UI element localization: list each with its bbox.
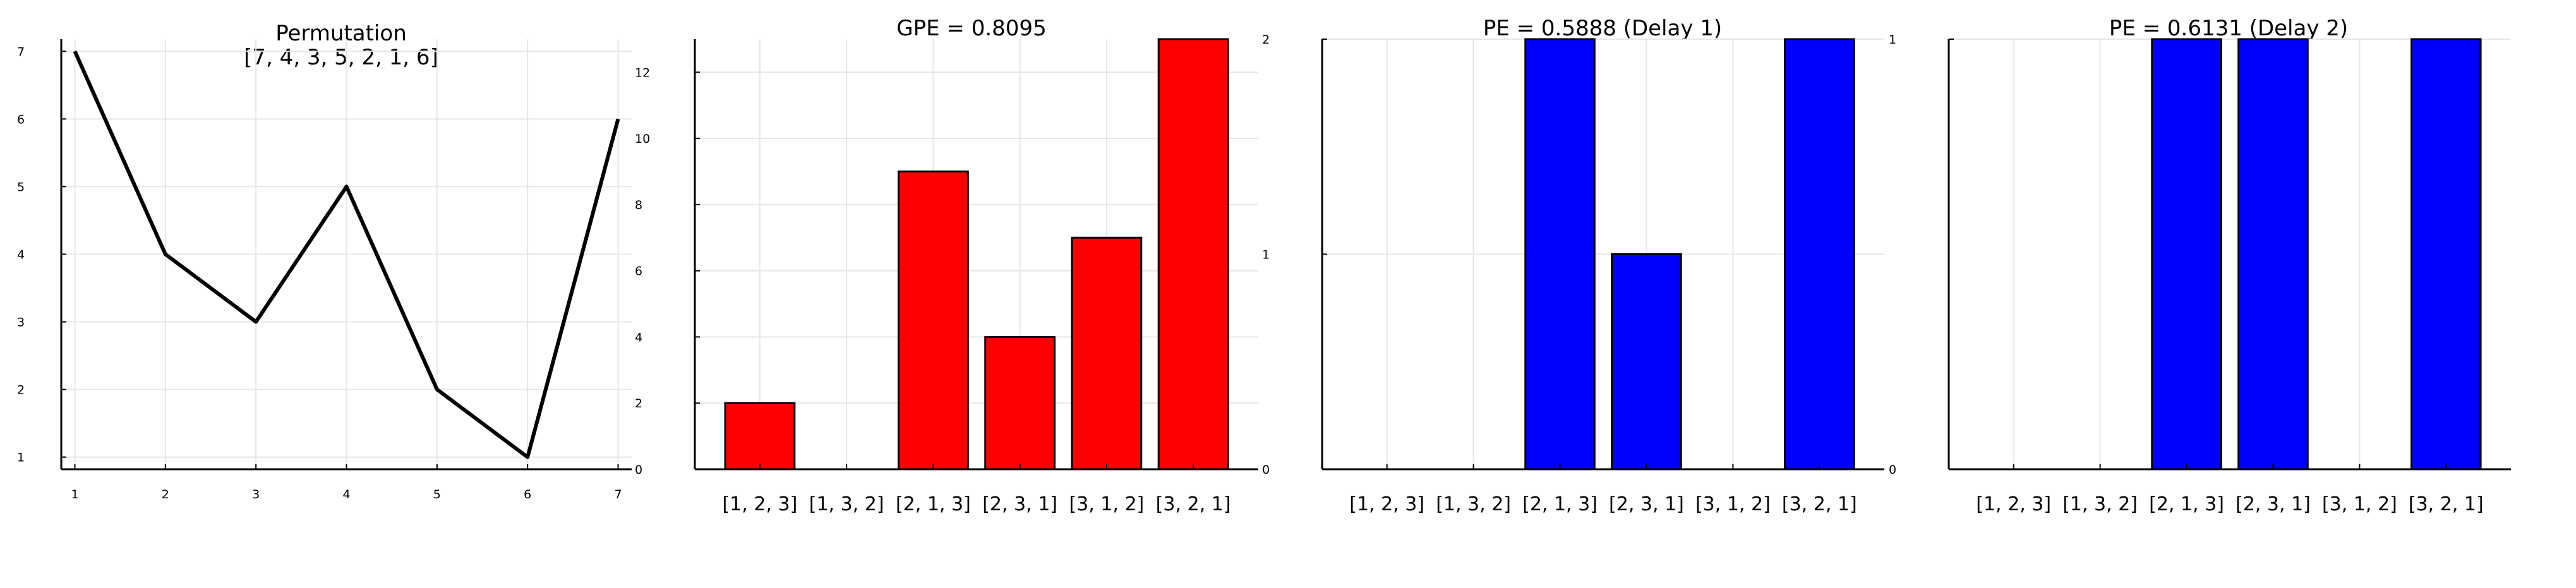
category-label: [3, 1, 2] [2322, 493, 2397, 515]
bar [1611, 253, 1682, 471]
y-tick-label: 1 [17, 451, 25, 465]
x-tick-label: 2 [162, 488, 169, 501]
y-tick-label: 0 [1262, 463, 1270, 477]
x-tick-label: 6 [524, 488, 531, 501]
category-label: [2, 1, 3] [896, 493, 971, 515]
bar [1157, 38, 1229, 471]
y-tick-label: 1 [1262, 248, 1270, 262]
panel-permutation-title: Permutation [275, 21, 407, 46]
bar [2151, 38, 2222, 471]
bar [897, 171, 969, 471]
category-label: [3, 2, 1] [1782, 493, 1857, 515]
category-label: [1, 2, 3] [1976, 493, 2051, 515]
y-tick-label: 2 [635, 397, 642, 411]
category-label: [3, 1, 2] [1069, 493, 1144, 515]
y-tick-label: 2 [17, 383, 25, 397]
x-tick-label: 3 [252, 488, 260, 501]
category-label: [3, 2, 1] [1156, 493, 1231, 515]
y-tick-label: 8 [635, 198, 642, 212]
series-line [73, 51, 620, 459]
category-label: [3, 1, 2] [1695, 493, 1771, 515]
bar [1784, 38, 1855, 471]
y-tick-label: 2 [1262, 33, 1270, 47]
panel-gpe: GPE = 0.8095 0 2 4 6 8 10 12 [1, 2, 3] [1, 3, 2]… [635, 16, 1258, 515]
x-tick-label: 5 [433, 488, 441, 501]
y-tick-label: 0 [1889, 463, 1896, 477]
y-tick-label: 5 [17, 180, 25, 194]
category-label: [1, 3, 2] [2062, 493, 2138, 515]
bar [1071, 236, 1143, 471]
y-tick-label: 10 [635, 132, 650, 146]
bar [2237, 38, 2309, 471]
panel-pe-delay-1-title: PE = 0.5888 (Delay 1) [1483, 16, 1722, 41]
panel-permutation-subtitle: [7, 4, 3, 5, 2, 1, 6] [244, 45, 438, 70]
y-tick-label: 4 [635, 330, 642, 344]
y-tick-label: 6 [635, 265, 642, 279]
category-label: [3, 2, 1] [2409, 493, 2484, 515]
y-tick-label: 4 [17, 248, 25, 262]
category-label: [1, 3, 2] [1436, 493, 1511, 515]
category-label: [2, 1, 3] [2149, 493, 2224, 515]
x-tick-label: 1 [71, 488, 78, 501]
y-tick-label: 7 [17, 45, 25, 59]
x-tick-label: 7 [614, 488, 622, 501]
x-tick-label: 4 [342, 488, 350, 501]
category-label: [1, 3, 2] [809, 493, 884, 515]
y-tick-label: 0 [635, 463, 642, 477]
category-label: [2, 1, 3] [1522, 493, 1598, 515]
panel-pe-delay-1: PE = 0.5888 (Delay 1) 0 1 2 [1, 2, 3] [1, 3,… [1262, 16, 1884, 515]
bar [2410, 38, 2482, 471]
panel-permutation: Permutation [7, 4, 3, 5, 2, 1, 6] 1 2 3 4 5 6… [17, 21, 632, 501]
category-label: [2, 3, 1] [982, 493, 1057, 515]
category-label: [2, 3, 1] [2236, 493, 2311, 515]
bar [724, 402, 796, 471]
category-label: [1, 2, 3] [723, 493, 798, 515]
y-tick-label: 12 [635, 66, 650, 80]
bar [1524, 38, 1596, 471]
panel-gpe-title: GPE = 0.8095 [896, 16, 1046, 41]
category-label: [1, 2, 3] [1349, 493, 1424, 515]
y-tick-label: 1 [1889, 33, 1896, 47]
y-tick-label: 3 [17, 316, 25, 330]
panel-pe-delay-2-title: PE = 0.6131 (Delay 2) [2109, 16, 2348, 41]
bar [984, 335, 1056, 471]
y-tick-label: 6 [17, 112, 25, 126]
panel-pe-delay-2: PE = 0.6131 (Delay 2) 0 1 [1, 2, 3] [1, 3, … [1889, 16, 2511, 515]
category-label: [2, 3, 1] [1609, 493, 1684, 515]
